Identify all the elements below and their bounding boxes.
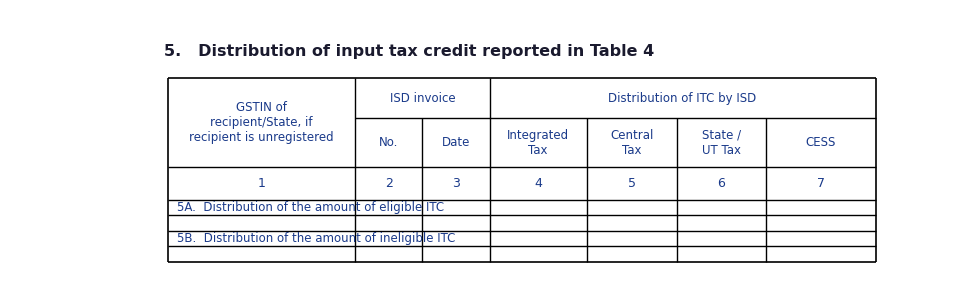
Text: No.: No.: [379, 136, 399, 149]
Text: 5.   Distribution of input tax credit reported in Table 4: 5. Distribution of input tax credit repo…: [164, 44, 654, 59]
Text: GSTIN of
recipient/State, if
recipient is unregistered: GSTIN of recipient/State, if recipient i…: [189, 101, 334, 144]
Text: CESS: CESS: [806, 136, 836, 149]
Text: 5: 5: [627, 177, 636, 190]
Text: 3: 3: [452, 177, 460, 190]
Text: Central
Tax: Central Tax: [610, 129, 654, 157]
Text: State /
UT Tax: State / UT Tax: [701, 129, 742, 157]
Text: ISD invoice: ISD invoice: [390, 92, 455, 104]
Text: 1: 1: [257, 177, 266, 190]
Text: Distribution of ITC by ISD: Distribution of ITC by ISD: [609, 92, 757, 104]
Text: Date: Date: [442, 136, 470, 149]
Text: 6: 6: [717, 177, 726, 190]
Text: Integrated
Tax: Integrated Tax: [507, 129, 570, 157]
Text: 5B.  Distribution of the amount of ineligible ITC: 5B. Distribution of the amount of inelig…: [177, 232, 455, 245]
Text: 5A.  Distribution of the amount of eligible ITC: 5A. Distribution of the amount of eligib…: [177, 201, 444, 214]
Text: 7: 7: [817, 177, 825, 190]
Text: 2: 2: [385, 177, 393, 190]
Text: 4: 4: [534, 177, 542, 190]
